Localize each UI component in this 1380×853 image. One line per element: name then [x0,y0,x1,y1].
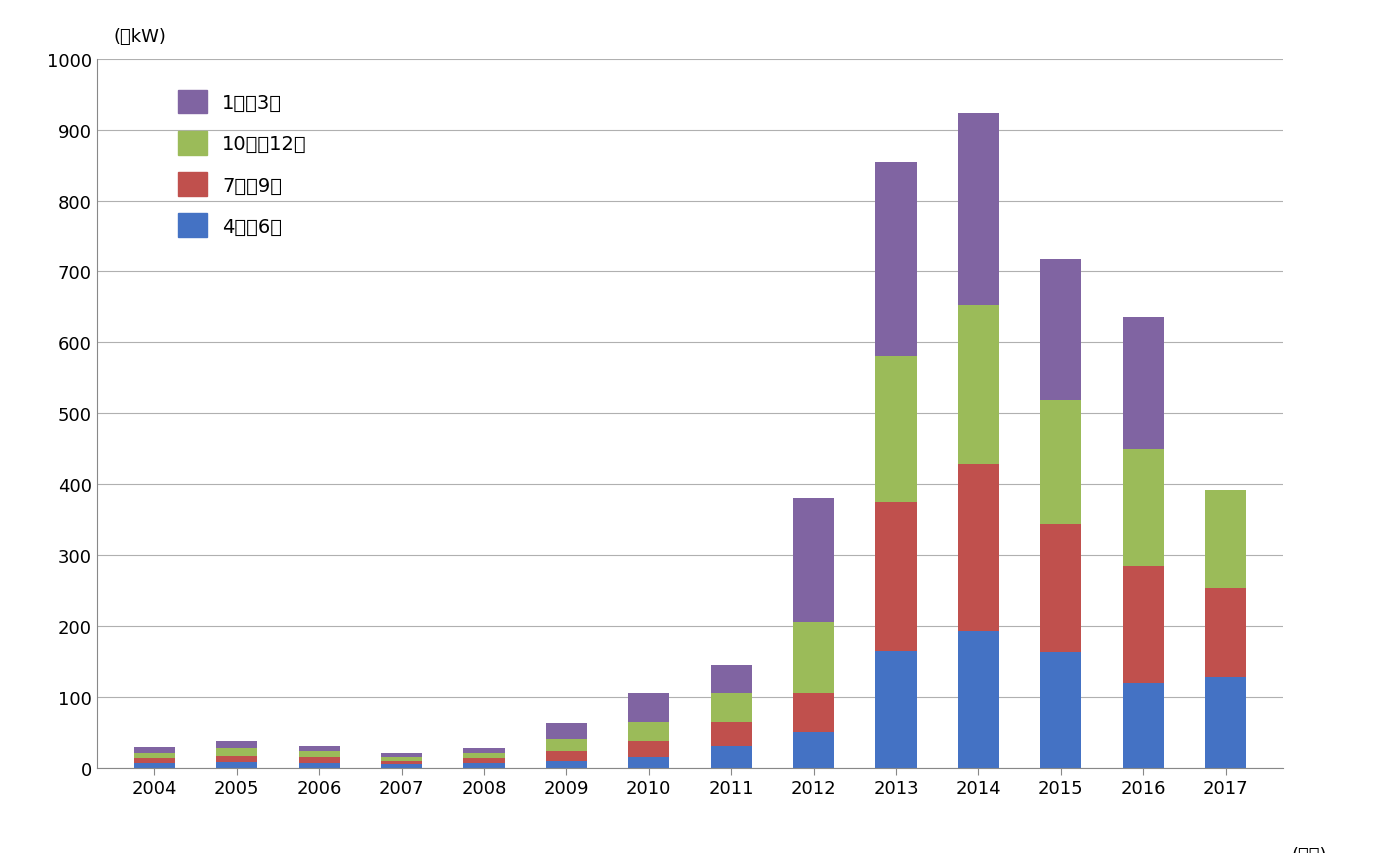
Bar [464,753,505,758]
Bar [217,756,257,762]
Bar [217,762,257,768]
Bar [545,723,586,739]
Bar [958,631,999,768]
Bar [134,753,175,757]
Bar [711,746,752,768]
Bar [628,722,669,741]
Bar [545,739,586,751]
Bar [217,741,257,749]
Bar [298,763,339,768]
Legend: 1月～3月, 10月～12月, 7月～9月, 4月～6月: 1月～3月, 10月～12月, 7月～9月, 4月～6月 [178,90,306,238]
Bar [1041,525,1082,653]
Bar [793,732,835,768]
Bar [1205,677,1246,768]
Bar [875,162,916,357]
Bar [1123,682,1163,768]
Bar [1205,490,1246,589]
Text: (年度): (年度) [1292,845,1328,853]
Bar [381,764,422,768]
Bar [875,502,916,651]
Bar [464,758,505,763]
Bar [958,465,999,631]
Bar [793,623,835,693]
Bar [464,763,505,768]
Bar [711,722,752,746]
Bar [628,693,669,722]
Bar [134,747,175,753]
Bar [1123,318,1163,449]
Bar [381,757,422,761]
Bar [217,749,257,756]
Bar [545,751,586,762]
Bar [793,693,835,732]
Bar [1123,449,1163,566]
Bar [1123,566,1163,682]
Bar [793,499,835,623]
Bar [1041,653,1082,768]
Bar [1041,259,1082,401]
Bar [1205,589,1246,677]
Bar [958,114,999,305]
Bar [134,763,175,768]
Bar [958,305,999,465]
Bar [134,757,175,763]
Bar [875,357,916,502]
Bar [545,762,586,768]
Bar [875,651,916,768]
Bar [381,753,422,757]
Bar [711,665,752,693]
Bar [628,741,669,757]
Bar [298,746,339,751]
Bar [298,757,339,763]
Bar [298,751,339,757]
Bar [628,757,669,768]
Bar [381,761,422,764]
Bar [1041,401,1082,525]
Bar [464,748,505,753]
Bar [711,693,752,722]
Text: (万kW): (万kW) [113,27,166,45]
